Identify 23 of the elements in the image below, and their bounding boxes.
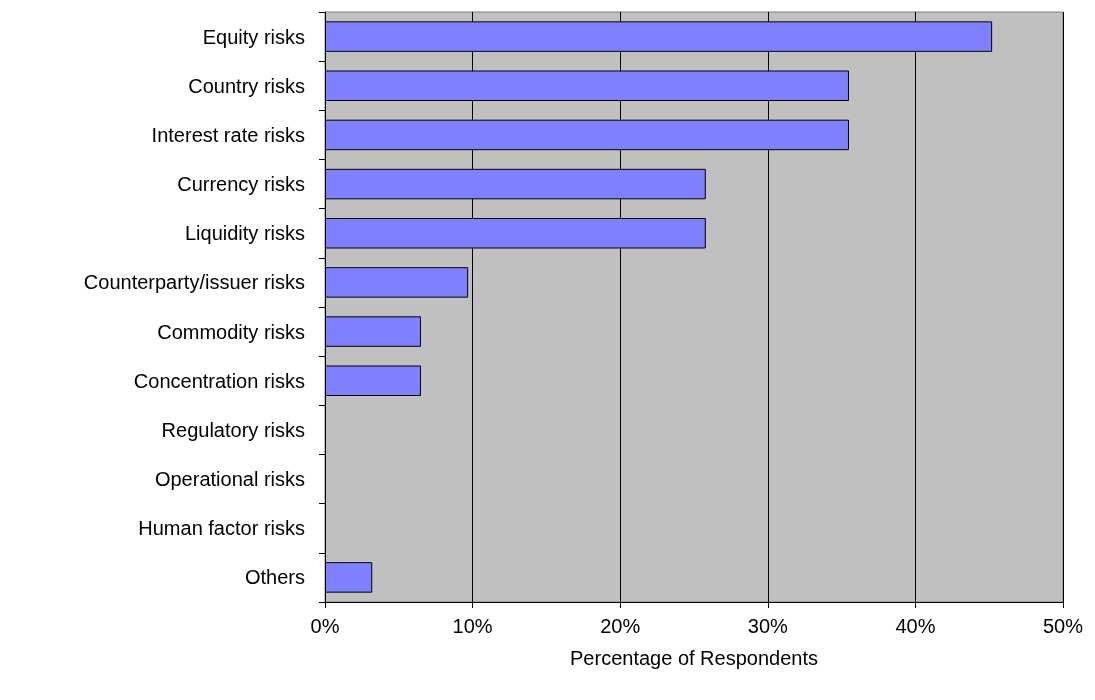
y-tick-label: Currency risks bbox=[177, 173, 305, 196]
y-tick-label: Counterparty/issuer risks bbox=[83, 271, 305, 294]
x-tick-label: 0% bbox=[310, 615, 340, 637]
y-tick-label: Equity risks bbox=[202, 25, 305, 48]
y-tick-label: Liquidity risks bbox=[184, 222, 305, 245]
y-tick-label: Interest rate risks bbox=[151, 123, 305, 146]
bar bbox=[325, 365, 421, 396]
x-tick-label: 30% bbox=[747, 615, 789, 637]
x-tick-label: 20% bbox=[600, 615, 641, 637]
y-tick-label: Country risks bbox=[188, 74, 305, 97]
y-tick-label: Human factor risks bbox=[138, 517, 305, 540]
y-tick-label: Commodity risks bbox=[157, 320, 305, 343]
bar bbox=[325, 267, 469, 298]
x-tick-label: 50% bbox=[1042, 615, 1084, 637]
x-axis-title: Percentage of Respondents bbox=[570, 647, 818, 669]
x-tick-label: 10% bbox=[452, 615, 493, 637]
bar bbox=[325, 562, 373, 593]
bar bbox=[325, 316, 421, 347]
y-tick-label: Concentration risks bbox=[133, 369, 305, 392]
x-tick-label: 40% bbox=[895, 615, 936, 637]
y-tick-label: Regulatory risks bbox=[161, 418, 305, 441]
y-tick-label: Others bbox=[244, 566, 305, 589]
y-tick-label: Operational risks bbox=[154, 468, 305, 491]
